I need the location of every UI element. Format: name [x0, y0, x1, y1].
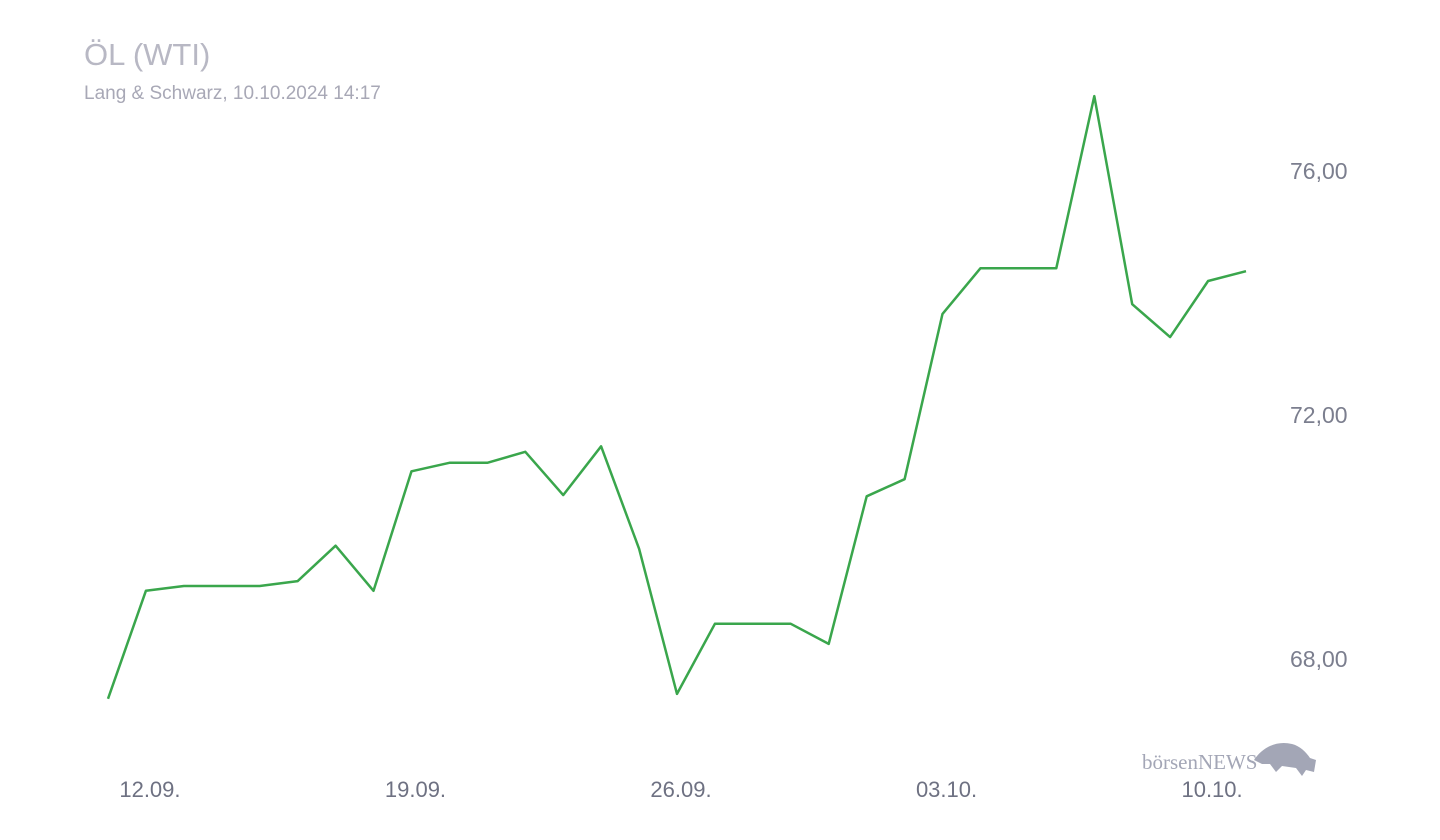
x-tick-label: 12.09.	[119, 777, 180, 802]
y-tick-label: 72,00	[1290, 402, 1348, 428]
y-tick-label: 76,00	[1290, 158, 1348, 184]
x-tick-label: 10.10.	[1181, 777, 1242, 802]
price-line	[106, 94, 1247, 700]
watermark: börsenNEWS	[1142, 750, 1257, 774]
chart-subtitle: Lang & Schwarz, 10.10.2024 14:17	[84, 83, 381, 104]
bull-icon	[1254, 742, 1316, 776]
x-tick-label: 03.10.	[916, 777, 977, 802]
y-tick-label: 68,00	[1290, 646, 1348, 672]
chart-title: ÖL (WTI)	[84, 37, 210, 72]
x-tick-label: 19.09.	[385, 777, 446, 802]
x-tick-label: 26.09.	[650, 777, 711, 802]
logo: börsenNEWS	[1142, 742, 1316, 776]
